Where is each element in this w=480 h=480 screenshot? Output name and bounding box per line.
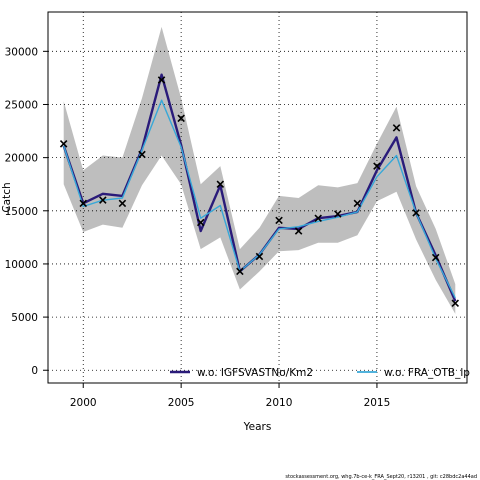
x-tick-label: 2010 bbox=[266, 397, 293, 409]
observed-point bbox=[196, 218, 205, 227]
observed-point bbox=[314, 214, 322, 222]
observed-point bbox=[392, 124, 401, 132]
y-tick-label: 0 bbox=[31, 365, 38, 377]
band-area bbox=[63, 26, 456, 314]
plot-frame bbox=[47, 11, 468, 384]
observed-point bbox=[177, 114, 185, 123]
confidence-band bbox=[63, 26, 456, 314]
y-tick-label: 30000 bbox=[5, 46, 38, 58]
observed-point bbox=[353, 199, 362, 208]
legend-label-1: w.o. IGFSVASTNo/Km2 bbox=[197, 367, 313, 379]
legend: w.o. IGFSVASTNo/Km2 w.o. FRA_OTB_lp bbox=[170, 367, 470, 379]
observed-point bbox=[216, 180, 225, 188]
y-tick-label: 5000 bbox=[11, 312, 38, 324]
observed-point bbox=[99, 196, 107, 204]
observed-point bbox=[275, 216, 283, 225]
observed-point bbox=[334, 210, 342, 218]
observed-point bbox=[412, 209, 420, 217]
series-line-2 bbox=[63, 99, 456, 299]
x-axis-title: Years bbox=[243, 421, 272, 433]
axes: 2000 2005 2010 2015 0 5000 10000 15000 20000 2500… bbox=[5, 46, 391, 409]
observed-point bbox=[294, 227, 303, 235]
observed-point bbox=[255, 252, 264, 261]
observed-points bbox=[59, 76, 460, 308]
observed-point bbox=[157, 76, 166, 84]
legend-label-2: w.o. FRA_OTB_lp bbox=[384, 367, 470, 379]
series-lines bbox=[62, 73, 457, 302]
x-tick-label: 2005 bbox=[168, 397, 195, 409]
observed-point bbox=[451, 299, 460, 308]
x-tick-label: 2000 bbox=[70, 397, 97, 409]
y-axis-title: Catch bbox=[1, 182, 13, 212]
y-tick-label: 20000 bbox=[5, 153, 38, 165]
y-tick-label: 25000 bbox=[5, 99, 38, 111]
y-tick-label: 15000 bbox=[5, 206, 38, 218]
observed-point bbox=[118, 199, 127, 208]
observed-point bbox=[431, 253, 440, 262]
footnote: stockassessment.org, whg.7b-ce-k_FRA_Sep… bbox=[285, 474, 477, 480]
observed-point bbox=[138, 150, 146, 159]
observed-point bbox=[59, 140, 68, 148]
x-tick-label: 2015 bbox=[364, 397, 391, 409]
observed-point bbox=[236, 267, 244, 276]
y-tick-label: 10000 bbox=[5, 259, 38, 271]
observed-point bbox=[79, 199, 88, 208]
observed-point bbox=[373, 162, 381, 170]
